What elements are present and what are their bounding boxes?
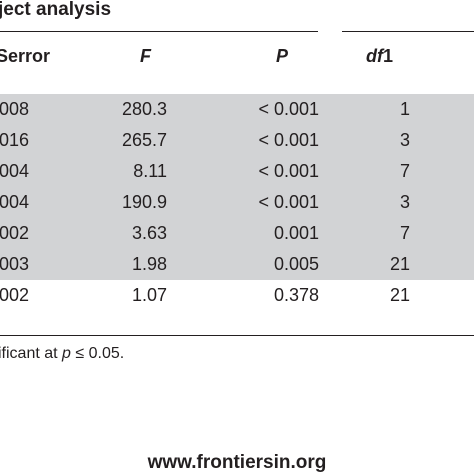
table-body: 008 280.3 < 0.001 1 016 265.7 < 0.001 3 … (0, 94, 474, 311)
cell-p: 0.378 (273, 285, 319, 305)
cell-serror: 004 (0, 192, 30, 212)
cell-df1: 21 (389, 285, 410, 305)
table-row: 016 265.7 < 0.001 3 (0, 125, 474, 156)
cell-f: 1.98 (131, 254, 167, 274)
header-df1: df1 (366, 46, 393, 67)
cell-df1: 3 (399, 192, 410, 212)
cell-serror: 002 (0, 223, 30, 243)
table-footnote: ificant at p ≤ 0.05. (0, 345, 124, 363)
header-serror: Serror (0, 46, 51, 66)
footnote-operator: ≤ (70, 345, 89, 362)
header-df-label: df (366, 46, 383, 66)
cell-df1: 7 (399, 223, 410, 243)
cell-f: 280.3 (121, 99, 167, 119)
table-row: 003 1.98 0.005 21 (0, 249, 474, 280)
cell-serror: 003 (0, 254, 30, 274)
cell-p: < 0.001 (258, 192, 319, 212)
cell-f: 8.11 (133, 161, 167, 181)
top-rule-right (342, 31, 474, 32)
cell-p: < 0.001 (258, 161, 319, 181)
table-row: 002 3.63 0.001 7 (0, 218, 474, 249)
table-title: ject analysis (0, 0, 112, 20)
cell-p: < 0.001 (258, 130, 319, 150)
table-row: 008 280.3 < 0.001 1 (0, 94, 474, 125)
cell-df1: 21 (389, 254, 410, 274)
cell-serror: 004 (0, 161, 30, 181)
cell-serror: 016 (0, 130, 30, 150)
bottom-rule (0, 335, 474, 336)
cell-p: 0.005 (273, 254, 319, 274)
top-rule (0, 31, 318, 32)
table-row: 004 190.9 < 0.001 3 (0, 187, 474, 218)
cell-df1: 1 (399, 99, 410, 119)
cell-p: < 0.001 (258, 99, 319, 119)
cell-f: 3.63 (131, 223, 167, 243)
footnote-value: 0.05. (88, 345, 125, 362)
cell-df1: 3 (399, 130, 410, 150)
header-f: F (140, 46, 151, 66)
footnote-prefix: ificant at (0, 345, 63, 362)
cell-f: 265.7 (121, 130, 167, 150)
cell-df1: 7 (399, 161, 410, 181)
cell-f: 190.9 (121, 192, 167, 212)
table-header: Serror F P df1 (0, 42, 474, 78)
header-df-number: 1 (383, 46, 394, 66)
cell-p: 0.001 (273, 223, 319, 243)
table-row: 004 8.11 < 0.001 7 (0, 156, 474, 187)
footnote-variable: p (62, 345, 71, 362)
cell-f: 1.07 (131, 285, 167, 305)
source-url[interactable]: www.frontiersin.org (147, 452, 327, 473)
cell-serror: 002 (0, 285, 30, 305)
table-row: 002 1.07 0.378 21 (0, 280, 474, 311)
header-p: P (276, 46, 289, 66)
cell-serror: 008 (0, 99, 30, 119)
